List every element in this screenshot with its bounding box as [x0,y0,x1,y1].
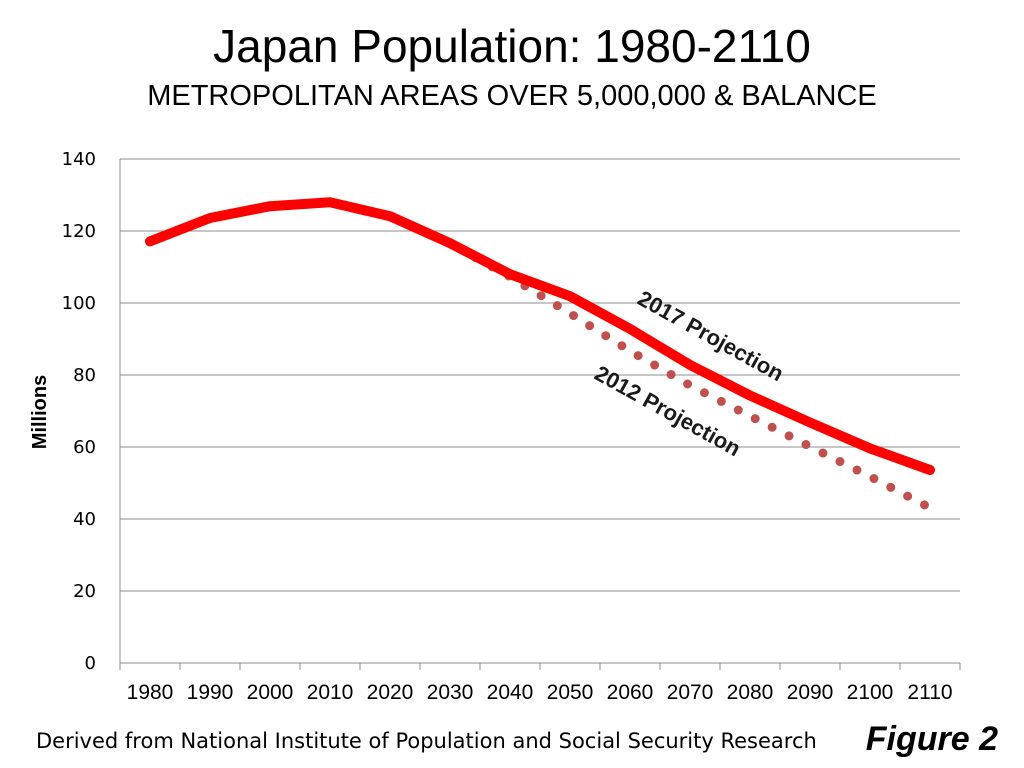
data-point-2012-projection [930,507,931,508]
y-tick-labels: 0 20 40 60 80 100 120 140 [62,149,96,674]
figure-label: Figure 2 [865,720,998,758]
x-tick-label: 2030 [427,681,474,704]
y-axis-label: Millions [29,375,51,449]
series-layer [145,197,935,513]
x-tick-label: 2070 [667,681,714,704]
x-tick-label: 2010 [307,681,354,704]
x-tick-label: 2100 [847,681,894,704]
x-tick-label: 2080 [727,681,774,704]
y-tick-label: 120 [62,221,96,242]
axes [119,159,961,670]
x-tick-label: 2060 [607,681,654,704]
chart-subtitle: METROPOLITAN AREAS OVER 5,000,000 & BALA… [147,80,877,112]
x-tick-label: 1980 [127,681,174,704]
series-line-2012-projection [385,211,935,513]
y-tick-label: 140 [62,149,96,170]
y-tick-label: 0 [85,653,96,674]
y-tick-label: 40 [73,509,96,530]
x-tick-label: 2110 [907,681,952,704]
chart-title: Japan Population: 1980-2110 [213,20,811,72]
data-point-2012-projection [630,350,631,351]
source-note: Derived from National Institute of Popul… [36,729,817,753]
x-tick-label: 2040 [487,681,534,704]
x-tick-label: 2020 [367,681,414,704]
gridlines [120,158,960,592]
data-point-2012-projection [750,416,751,417]
series-line-2017-projection [145,197,935,475]
x-tick-labels: 1980 1990 2000 2010 2020 2030 2040 2050 2060 2070… [127,681,953,704]
y-tick-label: 60 [73,437,96,458]
x-tick-label: 2000 [247,681,294,704]
y-tick-label: 100 [62,293,96,314]
x-tick-label: 2050 [547,681,594,704]
x-tick-label: 2090 [787,681,834,704]
y-tick-label: 80 [73,365,96,386]
y-tick-label: 20 [73,581,96,602]
x-tick-label: 1990 [187,681,234,704]
